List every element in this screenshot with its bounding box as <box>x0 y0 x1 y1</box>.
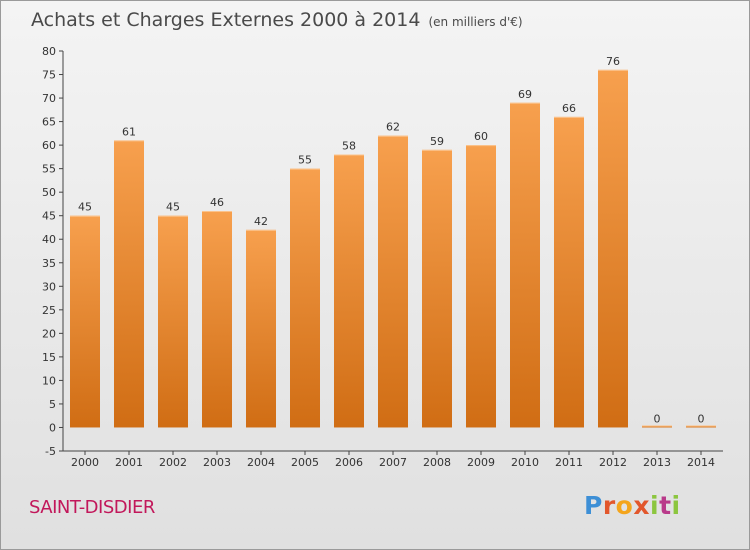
bar-2002 <box>158 215 188 428</box>
chart-title: Achats et Charges Externes 2000 à 2014 (e… <box>31 9 523 31</box>
bar-2012 <box>598 69 628 428</box>
data-label-2005: 55 <box>298 154 312 167</box>
y-tick-label: -5 <box>45 445 56 458</box>
x-tick-label: 2005 <box>291 456 319 469</box>
x-tick-label: 2011 <box>555 456 583 469</box>
axes: -5 0 5 10 15 20 25 30 35 40 45 50 55 60 65 70 75 80 2000 20… <box>42 45 723 469</box>
y-tick-label: 40 <box>42 233 56 246</box>
bar-2010 <box>510 102 540 428</box>
bar-2004 <box>246 229 276 428</box>
data-label-2008: 59 <box>430 135 444 148</box>
data-labels: 45 61 45 46 42 55 58 62 59 60 69 66 76 0 0 <box>78 55 705 426</box>
x-tick-label: 2009 <box>467 456 495 469</box>
y-tick-label: 0 <box>49 421 56 434</box>
y-tick-label: 50 <box>42 186 56 199</box>
y-tick-label: 45 <box>42 210 56 223</box>
bar-2005 <box>290 168 320 428</box>
bar-2001 <box>114 140 144 428</box>
y-tick-label: 75 <box>42 69 56 82</box>
data-label-2013: 0 <box>654 412 661 425</box>
x-tick-label: 2014 <box>687 456 715 469</box>
x-tick-label: 2007 <box>379 456 407 469</box>
y-tick-label: 65 <box>42 116 56 129</box>
data-label-2003: 46 <box>210 196 224 209</box>
y-tick-label: 5 <box>49 398 56 411</box>
title-unit: (en milliers d'€) <box>428 15 523 29</box>
x-tick-label: 2008 <box>423 456 451 469</box>
bar-2006 <box>334 154 364 428</box>
data-label-2012: 76 <box>606 55 620 68</box>
x-tick-label: 2000 <box>71 456 99 469</box>
y-tick-label: 20 <box>42 327 56 340</box>
data-label-2006: 58 <box>342 140 356 153</box>
data-label-2002: 45 <box>166 201 180 214</box>
x-tick-label: 2001 <box>115 456 143 469</box>
bar-2000 <box>70 215 100 428</box>
data-label-2000: 45 <box>78 201 92 214</box>
y-tick-label: 15 <box>42 351 56 364</box>
proxiti-logo: Proxiti <box>584 491 681 520</box>
data-label-2001: 61 <box>122 125 136 138</box>
y-tick-label: 70 <box>42 92 56 105</box>
y-tick-label: 10 <box>42 374 56 387</box>
bar-2007 <box>378 135 408 428</box>
data-label-2011: 66 <box>562 102 576 115</box>
y-tick-label: 35 <box>42 257 56 270</box>
x-tick-label: 2013 <box>643 456 671 469</box>
y-tick-label: 25 <box>42 304 56 317</box>
bar-2003 <box>202 211 232 428</box>
y-tick-label: 55 <box>42 163 56 176</box>
x-tick-label: 2010 <box>511 456 539 469</box>
x-tick-label: 2006 <box>335 456 363 469</box>
x-tick-label: 2002 <box>159 456 187 469</box>
bar-2009 <box>466 145 496 428</box>
x-tick-label: 2012 <box>599 456 627 469</box>
bar-2011 <box>554 116 584 428</box>
commune-name: SAINT-DISDIER <box>29 497 155 518</box>
data-label-2014: 0 <box>698 412 705 425</box>
bar-2008 <box>422 149 452 428</box>
bars <box>70 69 716 428</box>
y-tick-label: 60 <box>42 139 56 152</box>
data-label-2009: 60 <box>474 130 488 143</box>
y-tick-label: 80 <box>42 45 56 58</box>
x-tick-label: 2004 <box>247 456 275 469</box>
data-label-2010: 69 <box>518 88 532 101</box>
x-tick-label: 2003 <box>203 456 231 469</box>
data-label-2007: 62 <box>386 121 400 134</box>
data-label-2004: 42 <box>254 215 268 228</box>
y-tick-label: 30 <box>42 280 56 293</box>
title-text: Achats et Charges Externes 2000 à 2014 <box>31 9 421 31</box>
